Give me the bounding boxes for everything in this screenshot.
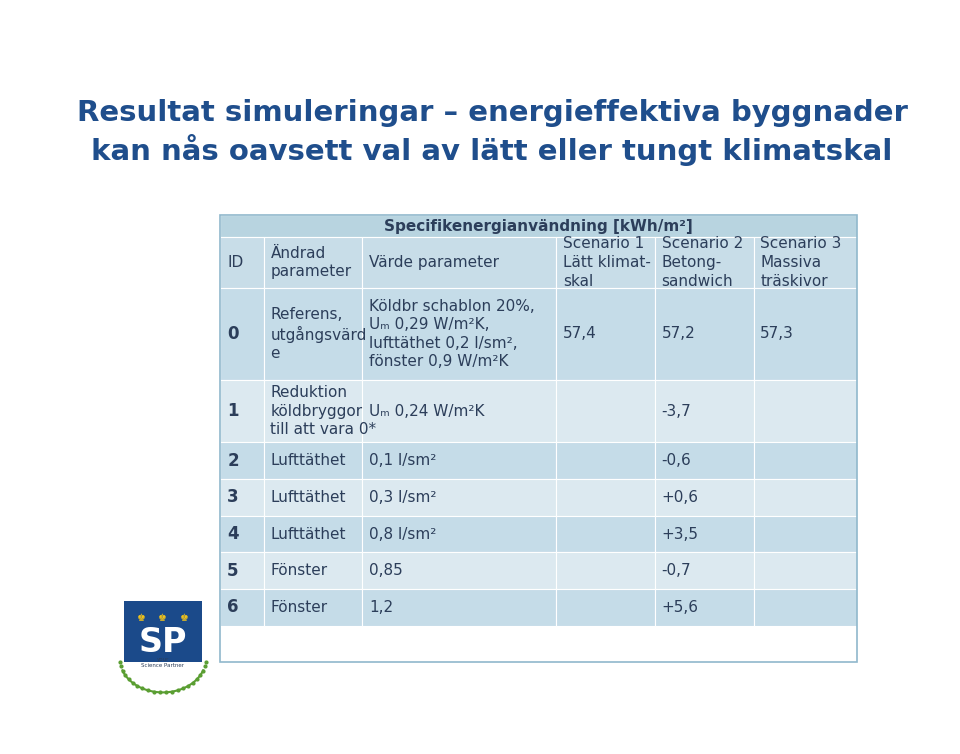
Bar [362,516,556,553]
Bar [754,380,856,443]
Text: Referens,
utgångsvärd
e: Referens, utgångsvärd e [271,307,367,361]
Text: Resultat simuleringar – energieffektiva byggnader: Resultat simuleringar – energieffektiva … [77,100,907,127]
Text: 0,3 l/sm²: 0,3 l/sm² [369,490,437,505]
Bar [655,288,754,380]
Bar [655,443,754,479]
Bar [221,380,264,443]
Text: Värde parameter: Värde parameter [369,255,499,270]
Bar [655,516,754,553]
Bar [655,553,754,589]
Text: ♚: ♚ [158,613,167,624]
Text: -0,7: -0,7 [661,563,691,578]
Bar [221,479,264,516]
Bar [264,288,362,380]
Bar [754,553,856,589]
Bar [221,237,264,288]
Text: SP: SP [138,626,187,659]
Text: +0,6: +0,6 [661,490,699,505]
Text: 0,85: 0,85 [369,563,403,578]
Bar [556,237,655,288]
Bar [556,589,655,626]
Text: 57,4: 57,4 [563,326,597,342]
Text: Scenario 3
Massiva
träskivor: Scenario 3 Massiva träskivor [760,236,842,289]
Bar [362,288,556,380]
Bar [221,216,856,662]
Text: Lufttäthet: Lufttäthet [271,490,346,505]
Bar [264,553,362,589]
Bar [754,516,856,553]
Bar [754,589,856,626]
Bar [754,443,856,479]
Bar [362,479,556,516]
Text: Uₘ 0,24 W/m²K: Uₘ 0,24 W/m²K [369,403,485,418]
Text: Fönster: Fönster [271,563,327,578]
Text: Fönster: Fönster [271,600,327,615]
Bar [362,380,556,443]
Text: +5,6: +5,6 [661,600,699,615]
Bar [754,479,856,516]
Text: Köldbr schablon 20%,
Uₘ 0,29 W/m²K,
lufttäthet 0,2 l/sm²,
fönster 0,9 W/m²K: Köldbr schablon 20%, Uₘ 0,29 W/m²K, luft… [369,299,535,369]
Text: Lufttäthet: Lufttäthet [271,453,346,468]
Text: your
Science Partner: your Science Partner [141,657,184,667]
Bar [655,237,754,288]
Bar [362,553,556,589]
Text: Ändrad
parameter: Ändrad parameter [271,246,351,279]
Text: ID: ID [228,255,244,270]
Text: ♚: ♚ [180,613,189,624]
Bar [264,380,362,443]
Text: -0,6: -0,6 [661,453,691,468]
Text: +3,5: +3,5 [661,526,699,541]
Bar [556,380,655,443]
Text: ♚: ♚ [136,613,145,624]
Text: 57,2: 57,2 [661,326,695,342]
Bar [655,589,754,626]
Text: 2: 2 [228,452,239,470]
Text: 0: 0 [228,325,239,343]
Bar [754,288,856,380]
Bar [264,479,362,516]
Text: 6: 6 [228,599,239,616]
Text: kan nås oavsett val av lätt eller tungt klimatskal: kan nås oavsett val av lätt eller tungt … [91,134,893,166]
Bar [264,516,362,553]
Bar [264,443,362,479]
Text: 4: 4 [228,525,239,543]
Text: Lufttäthet: Lufttäthet [271,526,346,541]
Bar [124,601,202,662]
Text: Specifikenergianvändning [kWh/m²]: Specifikenergianvändning [kWh/m²] [384,219,693,234]
Text: Scenario 2
Betong-
sandwich: Scenario 2 Betong- sandwich [661,236,743,289]
Bar [221,553,264,589]
Bar [362,589,556,626]
Bar [556,553,655,589]
Text: 0,1 l/sm²: 0,1 l/sm² [369,453,437,468]
Bar [221,516,264,553]
Text: -3,7: -3,7 [661,403,691,418]
Bar [754,237,856,288]
Bar [221,589,264,626]
Bar [221,288,264,380]
Bar [264,589,362,626]
Bar [655,380,754,443]
Text: 3: 3 [228,489,239,507]
Bar [556,288,655,380]
Text: Reduktion
köldbryggor
till att vara 0*: Reduktion köldbryggor till att vara 0* [271,385,376,437]
Text: 5: 5 [228,562,239,580]
Bar [556,479,655,516]
Bar [221,216,856,237]
Bar [362,237,556,288]
Bar [556,443,655,479]
Text: 0,8 l/sm²: 0,8 l/sm² [369,526,437,541]
Bar [655,479,754,516]
Bar [264,237,362,288]
Bar [362,443,556,479]
Text: 1,2: 1,2 [369,600,393,615]
Text: Scenario 1
Lätt klimat-
skal: Scenario 1 Lätt klimat- skal [563,236,651,289]
Text: 57,3: 57,3 [760,326,794,342]
Text: 1: 1 [228,402,239,420]
Bar [221,443,264,479]
Bar [556,516,655,553]
